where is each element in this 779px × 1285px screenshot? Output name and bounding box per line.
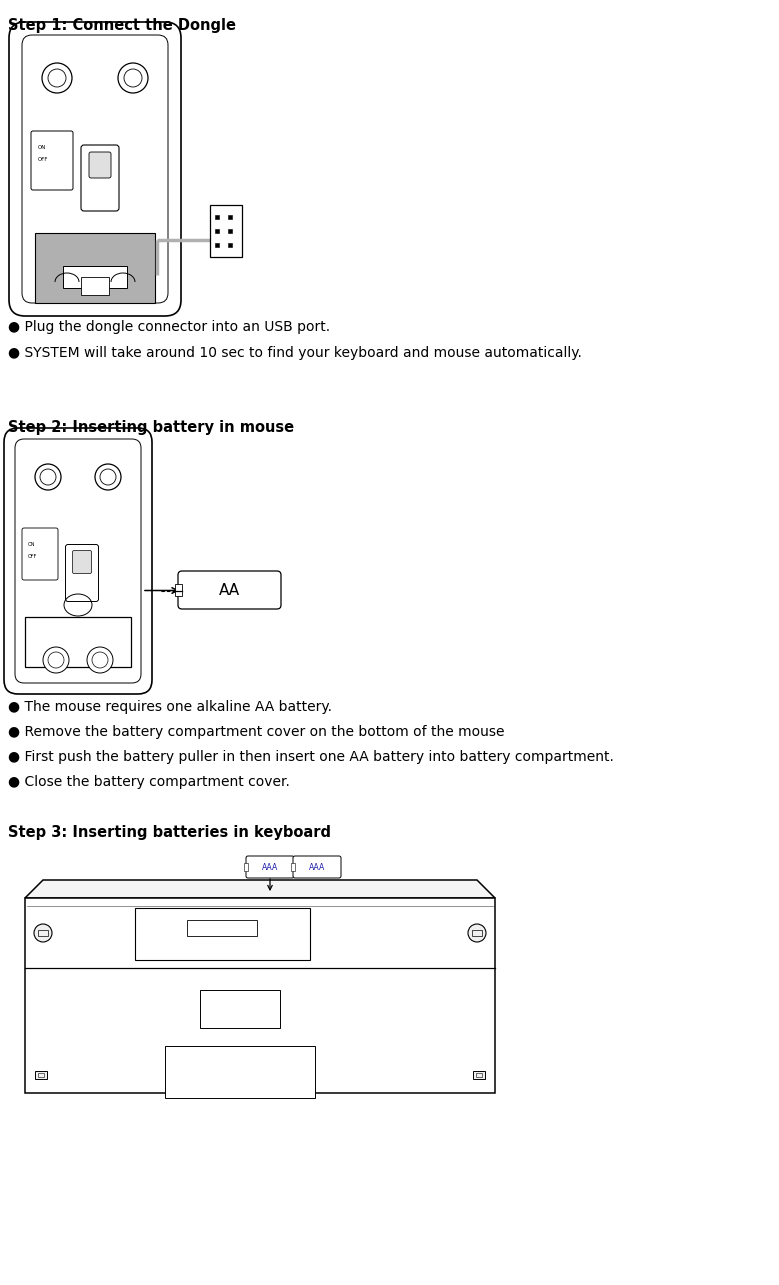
Bar bbox=[135, 908, 310, 960]
FancyBboxPatch shape bbox=[72, 550, 91, 573]
Text: AA: AA bbox=[219, 583, 240, 598]
Bar bbox=[200, 989, 280, 1028]
FancyBboxPatch shape bbox=[22, 528, 58, 580]
Bar bbox=[244, 864, 248, 871]
Bar bbox=[165, 1046, 315, 1097]
Text: ● Remove the battery compartment cover on the bottom of the mouse: ● Remove the battery compartment cover o… bbox=[8, 725, 505, 739]
Text: OFF: OFF bbox=[28, 554, 37, 559]
Text: AAA: AAA bbox=[262, 862, 278, 871]
FancyBboxPatch shape bbox=[9, 22, 181, 316]
FancyBboxPatch shape bbox=[246, 856, 294, 878]
Bar bbox=[215, 229, 219, 233]
Bar bbox=[25, 898, 495, 1094]
Circle shape bbox=[34, 924, 52, 942]
Circle shape bbox=[42, 63, 72, 93]
Bar bbox=[38, 1073, 44, 1077]
Circle shape bbox=[468, 924, 486, 942]
FancyBboxPatch shape bbox=[178, 571, 281, 609]
Text: ● Close the battery compartment cover.: ● Close the battery compartment cover. bbox=[8, 775, 290, 789]
FancyBboxPatch shape bbox=[293, 856, 341, 878]
Circle shape bbox=[35, 464, 61, 490]
Polygon shape bbox=[25, 880, 495, 898]
Bar bbox=[210, 206, 242, 257]
Bar bbox=[35, 233, 155, 303]
Text: Step 3: Inserting batteries in keyboard: Step 3: Inserting batteries in keyboard bbox=[8, 825, 331, 840]
Text: ON: ON bbox=[28, 542, 36, 547]
FancyBboxPatch shape bbox=[89, 152, 111, 179]
FancyBboxPatch shape bbox=[65, 545, 98, 601]
Bar bbox=[81, 278, 109, 296]
Bar bbox=[25, 617, 131, 667]
Circle shape bbox=[87, 648, 113, 673]
Bar bbox=[215, 243, 219, 247]
Bar bbox=[228, 229, 232, 233]
Bar bbox=[215, 215, 219, 218]
Text: ● The mouse requires one alkaline AA battery.: ● The mouse requires one alkaline AA bat… bbox=[8, 700, 332, 714]
Text: ● SYSTEM will take around 10 sec to find your keyboard and mouse automatically.: ● SYSTEM will take around 10 sec to find… bbox=[8, 346, 582, 360]
Text: Step 2: Inserting battery in mouse: Step 2: Inserting battery in mouse bbox=[8, 420, 294, 436]
FancyBboxPatch shape bbox=[4, 428, 152, 694]
Text: ON: ON bbox=[38, 145, 47, 150]
Bar bbox=[187, 920, 257, 935]
Text: Step 1: Connect the Dongle: Step 1: Connect the Dongle bbox=[8, 18, 236, 33]
Text: ● First push the battery puller in then insert one AA battery into battery compa: ● First push the battery puller in then … bbox=[8, 750, 614, 765]
Text: ● Plug the dongle connector into an USB port.: ● Plug the dongle connector into an USB … bbox=[8, 320, 330, 334]
Bar bbox=[35, 1070, 47, 1079]
FancyBboxPatch shape bbox=[31, 131, 73, 190]
Bar bbox=[291, 864, 295, 871]
Bar bbox=[228, 215, 232, 218]
Bar bbox=[476, 1073, 482, 1077]
Bar bbox=[63, 266, 127, 288]
Bar bbox=[38, 930, 48, 935]
Text: AAA: AAA bbox=[309, 862, 325, 871]
Bar bbox=[473, 1070, 485, 1079]
FancyBboxPatch shape bbox=[81, 145, 119, 211]
Text: OFF: OFF bbox=[38, 157, 48, 162]
Bar bbox=[228, 243, 232, 247]
Circle shape bbox=[43, 648, 69, 673]
Bar bbox=[472, 930, 482, 935]
Circle shape bbox=[95, 464, 121, 490]
Bar bbox=[175, 583, 182, 596]
Circle shape bbox=[118, 63, 148, 93]
